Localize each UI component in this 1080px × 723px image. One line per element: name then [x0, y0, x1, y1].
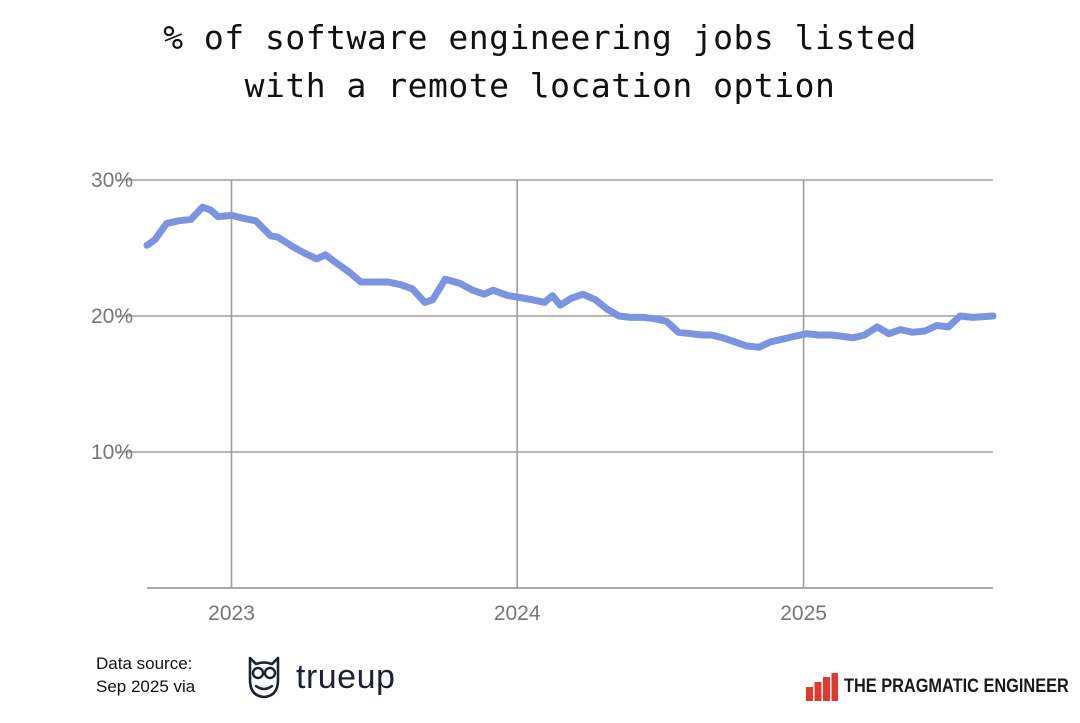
data-source-line-1: Data source: — [96, 654, 193, 673]
pragmatic-engineer-logo: THE PRAGMATIC ENGINEER — [806, 672, 1080, 702]
data-source-line-2: Sep 2025 via — [96, 677, 196, 696]
chart-title: % of software engineering jobs listed wi… — [0, 14, 1080, 110]
y-tick-label: 10% — [91, 441, 133, 464]
x-tick-label: 2023 — [208, 602, 255, 625]
trueup-logo: trueup — [246, 652, 395, 702]
trueup-wordmark: trueup — [296, 657, 396, 696]
owl-icon — [248, 656, 280, 699]
y-tick-label: 30% — [91, 169, 133, 192]
x-tick-label: 2024 — [494, 602, 541, 625]
series-line — [143, 203, 997, 351]
y-tick-label: 20% — [91, 305, 133, 328]
data-source-note: Data source: Sep 2025 via — [96, 652, 195, 698]
chart-title-line-2: with a remote location option — [244, 66, 836, 105]
x-tick-label: 2025 — [780, 602, 827, 625]
bar-chart-icon — [806, 673, 838, 701]
chart-title-line-1: % of software engineering jobs listed — [163, 18, 917, 57]
pragmatic-engineer-wordmark: THE PRAGMATIC ENGINEER — [844, 676, 1069, 697]
